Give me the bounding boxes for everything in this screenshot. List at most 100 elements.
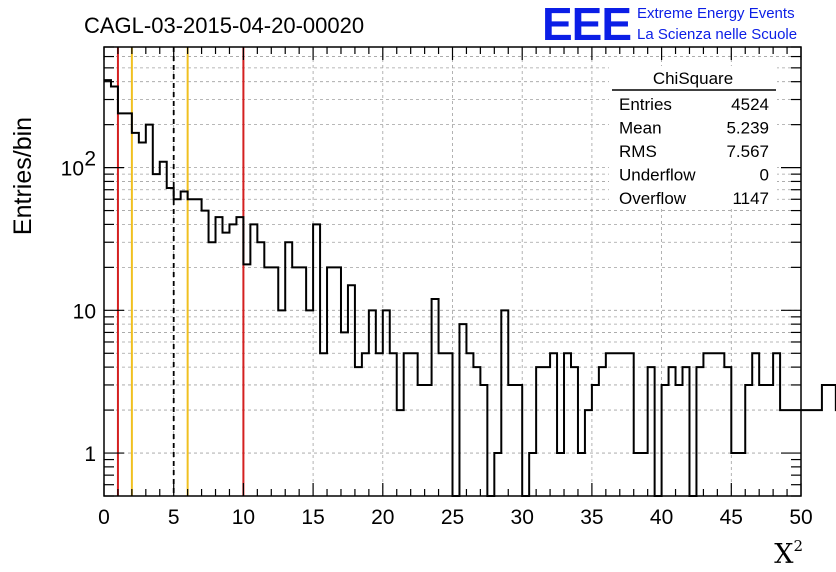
y-tick-label-exponent: 2 <box>84 148 96 171</box>
histogram-bin <box>676 385 683 496</box>
histogram-bin <box>125 113 132 496</box>
histogram-bin <box>773 353 780 496</box>
histogram-bin <box>466 353 473 496</box>
x-axis-label-text: X <box>774 539 794 570</box>
stats-label: RMS <box>619 142 657 161</box>
x-tick-label: 30 <box>511 506 534 529</box>
histogram-bin <box>285 242 292 496</box>
histogram-outline <box>104 79 836 497</box>
histogram-bin <box>299 267 306 496</box>
histogram-bin <box>627 353 634 496</box>
histogram-bin <box>473 367 480 496</box>
x-tick-label: 15 <box>301 506 324 529</box>
histogram-bin <box>236 217 243 496</box>
histogram-bin <box>710 353 717 496</box>
stats-value: 7.567 <box>726 142 769 161</box>
histogram-bin <box>355 367 362 496</box>
y-tick-label: 10 <box>73 300 96 323</box>
histogram-bin <box>104 80 111 496</box>
histogram-bin <box>439 353 446 496</box>
histogram-bin <box>494 453 501 496</box>
histogram-bin <box>564 353 571 496</box>
x-tick-label: 5 <box>168 506 180 529</box>
histogram-bin <box>278 310 285 496</box>
histogram-bin <box>620 353 627 496</box>
histogram-bin <box>432 299 439 496</box>
x-tick-label: 20 <box>371 506 394 529</box>
y-tick-label: 10 <box>61 158 84 181</box>
histogram-bin <box>404 353 411 496</box>
histogram-bin <box>634 453 641 496</box>
histogram-bin <box>592 385 599 496</box>
histogram-bin <box>766 385 773 496</box>
histogram-bin <box>327 267 334 496</box>
histogram-bin <box>216 217 223 496</box>
y-tick-label-base: 10 <box>61 158 84 181</box>
histogram-bin <box>550 353 557 496</box>
histogram-bin <box>508 385 515 496</box>
histogram-bin <box>306 310 313 496</box>
histogram-bin <box>717 353 724 496</box>
stats-label: Underflow <box>619 166 696 185</box>
logo-line-1: Extreme Energy Events <box>637 5 795 22</box>
x-tick-label: 25 <box>441 506 464 529</box>
histogram-bin <box>264 267 271 496</box>
histogram-bin <box>446 353 453 496</box>
eee-logo: EEE Extreme Energy Events La Scienza nel… <box>542 0 797 50</box>
histogram-bin <box>703 353 710 496</box>
histogram-bin <box>578 453 585 496</box>
stats-label: Mean <box>619 119 662 138</box>
stats-box: ChiSquare Entries 4524 Mean 5.239 RMS 7.567 Un… <box>609 66 777 208</box>
histogram-bin <box>209 242 216 496</box>
histogram-bin <box>738 453 745 496</box>
stats-value: 4524 <box>731 95 769 114</box>
histogram-bin <box>139 142 146 496</box>
histogram-bin <box>648 367 655 496</box>
histogram-bin <box>181 192 188 496</box>
stats-value: 5.239 <box>726 119 769 138</box>
histogram-bin <box>334 267 341 496</box>
chart-title: CAGL-03-2015-04-20-00020 <box>84 13 364 38</box>
histogram-bin <box>320 353 327 496</box>
histogram-bin <box>222 233 229 496</box>
histogram-bin <box>557 453 564 496</box>
x-axis: 0 5 10 15 20 25 30 35 40 45 50 <box>98 47 813 529</box>
histogram-bin <box>745 385 752 496</box>
histogram-bin <box>313 224 320 496</box>
histogram-bin <box>376 353 383 496</box>
histogram-bin <box>599 367 606 496</box>
histogram-bin <box>425 385 432 496</box>
x-tick-label: 0 <box>98 506 110 529</box>
histogram-bin <box>229 224 236 496</box>
histogram-bin <box>480 385 487 496</box>
histogram-bin <box>829 385 836 496</box>
histogram-bin <box>696 367 703 496</box>
histogram-bin <box>752 353 759 496</box>
histogram-bin <box>731 453 738 496</box>
logo-mark: EEE <box>542 0 631 50</box>
histogram-bin <box>801 410 808 496</box>
histogram-bin <box>362 353 369 496</box>
histogram-bin <box>724 367 731 496</box>
histogram-bin <box>815 410 822 496</box>
histogram-bin <box>613 353 620 496</box>
x-axis-label: X2 <box>774 537 803 570</box>
stats-value: 1147 <box>732 189 769 208</box>
grid <box>104 46 801 496</box>
histogram-bin <box>188 199 195 496</box>
y-axis-label: Entries/bin <box>9 117 37 235</box>
histogram-bin <box>271 267 278 496</box>
histogram-bin <box>341 332 348 496</box>
reference-lines <box>116 47 245 496</box>
histogram-bin <box>418 385 425 496</box>
histogram-bin <box>250 224 257 496</box>
histogram-bin <box>606 353 613 496</box>
histogram-bin <box>529 453 536 496</box>
x-tick-label: 45 <box>720 506 743 529</box>
histogram-bin <box>369 310 376 496</box>
histogram-bin <box>822 385 829 496</box>
histogram-bin <box>118 113 125 496</box>
histogram-bin <box>383 310 390 496</box>
histogram-series <box>104 79 836 497</box>
